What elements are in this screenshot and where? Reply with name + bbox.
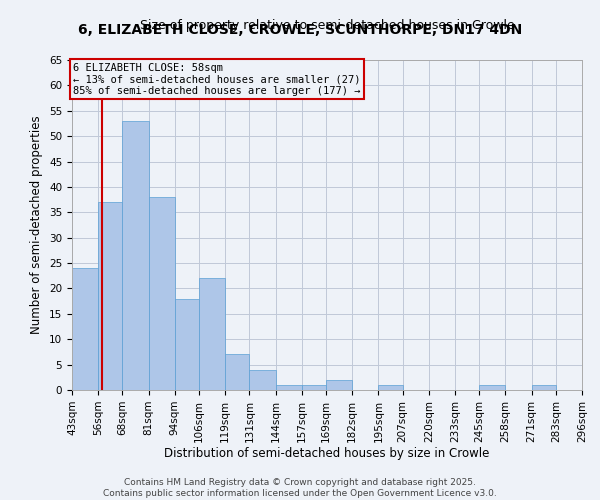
Y-axis label: Number of semi-detached properties: Number of semi-detached properties [31, 116, 43, 334]
Text: 6 ELIZABETH CLOSE: 58sqm
← 13% of semi-detached houses are smaller (27)
85% of s: 6 ELIZABETH CLOSE: 58sqm ← 13% of semi-d… [73, 62, 361, 96]
Bar [72, 268, 98, 390]
Bar [379, 385, 403, 390]
Bar [275, 385, 302, 390]
Bar [302, 385, 326, 390]
Bar [326, 380, 352, 390]
Title: Size of property relative to semi-detached houses in Crowle: Size of property relative to semi-detach… [140, 20, 514, 32]
Text: Contains HM Land Registry data © Crown copyright and database right 2025.
Contai: Contains HM Land Registry data © Crown c… [103, 478, 497, 498]
Bar [479, 385, 505, 390]
Bar [98, 202, 122, 390]
Bar [149, 197, 175, 390]
Bar [250, 370, 275, 390]
Bar [122, 121, 149, 390]
Bar [532, 385, 556, 390]
Bar [199, 278, 225, 390]
Bar [175, 298, 199, 390]
Text: 6, ELIZABETH CLOSE, CROWLE, SCUNTHORPE, DN17 4DN: 6, ELIZABETH CLOSE, CROWLE, SCUNTHORPE, … [78, 22, 522, 36]
Bar [225, 354, 250, 390]
X-axis label: Distribution of semi-detached houses by size in Crowle: Distribution of semi-detached houses by … [164, 448, 490, 460]
